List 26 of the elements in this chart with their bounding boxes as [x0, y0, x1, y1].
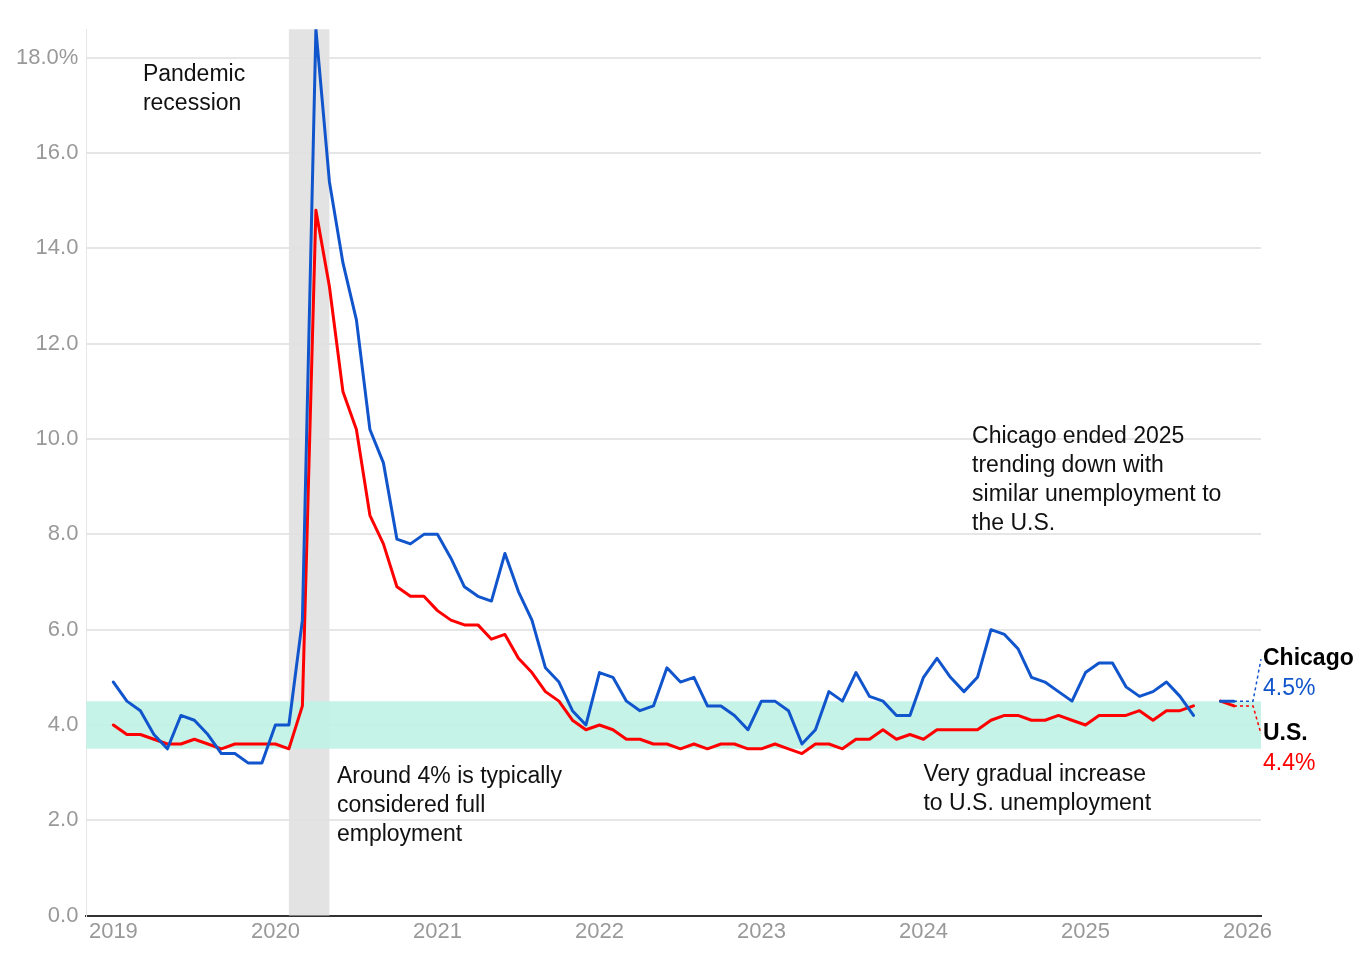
x-tick-label: 2025	[1061, 917, 1110, 943]
y-tick-label: 16.0	[35, 139, 79, 165]
x-tick-label: 2021	[412, 917, 462, 943]
annotation: Very gradual increase to U.S. unemployment	[923, 759, 1152, 815]
y-tick-label: 0.0	[47, 901, 79, 927]
band-label: Around 4% is typically considered full employment	[336, 761, 563, 846]
y-tick-label: 14.0	[35, 234, 79, 260]
data-label: 4.5%	[1263, 674, 1316, 701]
y-tick-label: 18.0%	[15, 43, 79, 69]
series-label: U.S.	[1263, 719, 1308, 746]
y-tick-label: 12.0	[35, 329, 79, 355]
x-tick-label: 2022	[574, 917, 624, 943]
y-tick-label: 6.0	[47, 615, 79, 641]
x-tick-label: 2026	[1223, 917, 1272, 943]
band-label: Pandemic recession	[142, 60, 246, 116]
x-tick-label: 2019	[88, 917, 138, 943]
x-tick-label: 2024	[898, 917, 948, 943]
x-tick-label: 2023	[736, 917, 786, 943]
x-tick-label: 2020	[250, 917, 300, 943]
y-tick-label: 10.0	[35, 425, 79, 451]
data-label: 4.4%	[1263, 749, 1316, 776]
y-tick-label: 4.0	[47, 711, 79, 737]
y-tick-label: 8.0	[47, 520, 79, 546]
y-tick-label: 2.0	[47, 806, 79, 832]
series-label: Chicago	[1263, 644, 1354, 671]
annotation: Chicago ended 2025 trending down with similar unemployment to the U.S.	[972, 421, 1222, 535]
